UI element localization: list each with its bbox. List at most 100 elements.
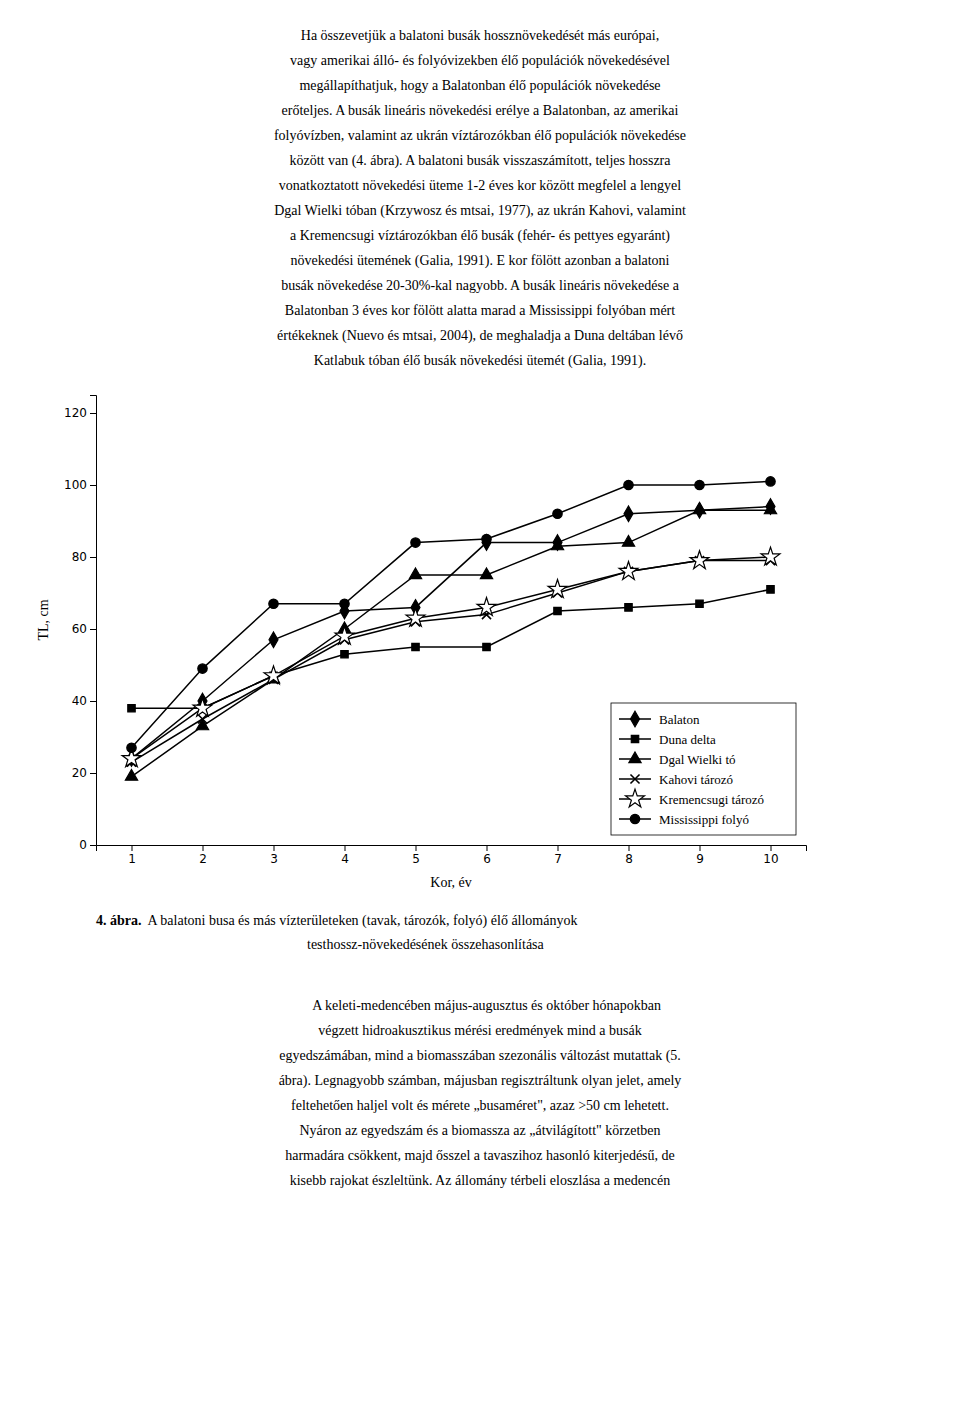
tick-label: 8	[625, 852, 633, 866]
paragraph-line: Balatonban 3 éves kor fölött alatta mara…	[285, 303, 675, 318]
series	[122, 547, 780, 767]
tick-mark	[771, 845, 772, 851]
paragraph-line: Katlabuk tóban élő busák növekedési ütem…	[314, 353, 646, 369]
point	[766, 477, 775, 486]
tick: 3	[270, 845, 278, 866]
tick-label: 5	[412, 852, 420, 866]
paragraph-line: Ha összevetjük a balatoni busák hossznöv…	[301, 28, 659, 43]
series	[127, 556, 775, 767]
point	[411, 538, 420, 547]
point	[622, 536, 634, 547]
paragraph-line: között van (4. ábra). A balatoni busák v…	[289, 153, 671, 169]
axis-line	[97, 846, 807, 852]
point	[196, 719, 208, 730]
tick-mark	[487, 845, 488, 851]
caption-text: A balatoni busa és más vízterületeken (t…	[148, 913, 578, 929]
tick-label: 40	[72, 694, 87, 708]
point	[553, 509, 562, 518]
paragraph-line: Nyáron az egyedszám és a biomassza az „á…	[299, 1123, 660, 1138]
caption-text: testhossz-növekedésének összehasonlítása	[307, 937, 545, 952]
legend-entry: Balaton	[619, 711, 700, 727]
tick-mark	[700, 845, 701, 851]
tick-label: 10	[763, 852, 778, 866]
tick-mark	[90, 845, 96, 846]
legend-marker	[626, 789, 645, 807]
paragraph-line: megállapíthatjuk, hogy a Balatonban élő …	[299, 78, 660, 93]
tick: 120	[64, 406, 96, 420]
tick: 20	[72, 766, 96, 780]
paragraph-line: vonatkoztatott növekedési üteme 1-2 éves…	[279, 178, 681, 193]
tick-label: 120	[64, 406, 87, 420]
series	[127, 499, 775, 767]
tick-label: 100	[64, 478, 87, 492]
x-axis-title: Kor, év	[430, 875, 471, 890]
tick-mark	[132, 845, 133, 851]
chart: 12345678910020406080100120Kor, évTL, cmB…	[36, 396, 807, 891]
point	[619, 562, 638, 580]
tick-label: 9	[696, 852, 704, 866]
tick: 8	[625, 845, 633, 866]
paragraph-line: vagy amerikai álló- és folyóvizekben élő…	[290, 53, 670, 68]
point	[198, 664, 207, 673]
series-line	[132, 589, 771, 708]
tick-label: 80	[72, 550, 87, 564]
legend-label: Dgal Wielki tó	[659, 752, 736, 767]
point	[764, 503, 776, 514]
series-line	[132, 561, 771, 763]
tick-mark	[90, 701, 96, 702]
tick-label: 3	[270, 852, 278, 866]
tick: 60	[72, 622, 96, 636]
point	[482, 535, 491, 551]
point	[693, 503, 705, 514]
tick-label: 4	[341, 852, 349, 866]
tick: 5	[412, 845, 420, 866]
point	[477, 598, 496, 616]
tick-mark	[274, 845, 275, 851]
paragraph-line: feltehetően haljel volt és mérete „busam…	[291, 1098, 669, 1113]
paragraph-line: végzett hidroakusztikus mérési eredménye…	[318, 1023, 641, 1038]
caption: 4. ábra.A balatoni busa és más vízterüle…	[96, 913, 577, 952]
axis-line	[90, 396, 97, 846]
point	[554, 607, 561, 614]
series-line	[132, 510, 771, 776]
point	[264, 666, 283, 684]
paragraph-line: A keleti-medencében május-augusztus és o…	[299, 998, 661, 1013]
paragraph-line: növekedési ütemének (Galia, 1991). E kor…	[290, 253, 669, 269]
point	[624, 506, 633, 522]
legend-entry: Duna delta	[619, 732, 716, 747]
legend-marker	[631, 711, 640, 727]
legend-entry: Mississippi folyó	[619, 812, 749, 827]
point	[198, 714, 207, 723]
point	[412, 643, 419, 650]
point	[128, 704, 135, 711]
series-line	[132, 507, 771, 759]
y-axis: 020406080100120	[64, 396, 96, 853]
point	[690, 551, 709, 569]
legend-marker	[630, 774, 639, 783]
point	[482, 534, 491, 543]
tick: 4	[341, 845, 349, 866]
legend-label: Balaton	[659, 712, 700, 727]
paragraph-line: ábra). Legnagyobb számban, májusban regi…	[279, 1073, 682, 1089]
paragraph-line: harmadára csökkent, majd ősszel a tavasz…	[285, 1148, 675, 1163]
point	[409, 568, 421, 579]
tick-mark	[90, 485, 96, 486]
page: Ha összevetjük a balatoni busák hossznöv…	[0, 0, 960, 1422]
tick-label: 2	[199, 852, 207, 866]
legend-label: Kahovi tározó	[659, 772, 733, 787]
legend-entry: Dgal Wielki tó	[619, 752, 736, 767]
paragraph-line: folyóvízben, valamint az ukrán víztározó…	[274, 128, 686, 143]
tick: 40	[72, 694, 96, 708]
tick-label: 20	[72, 766, 87, 780]
tick: 100	[64, 478, 96, 492]
point	[761, 547, 780, 565]
legend-entry: Kahovi tározó	[619, 772, 733, 787]
text-above: Ha összevetjük a balatoni busák hossznöv…	[274, 28, 686, 369]
legend-marker	[631, 735, 638, 742]
legend-marker	[630, 814, 639, 823]
point	[767, 586, 774, 593]
tick-label: 1	[128, 852, 136, 866]
point	[335, 626, 354, 644]
paragraph-line: busák növekedése 20-30%-kal nagyobb. A b…	[281, 278, 680, 293]
tick-label: 6	[483, 852, 491, 866]
